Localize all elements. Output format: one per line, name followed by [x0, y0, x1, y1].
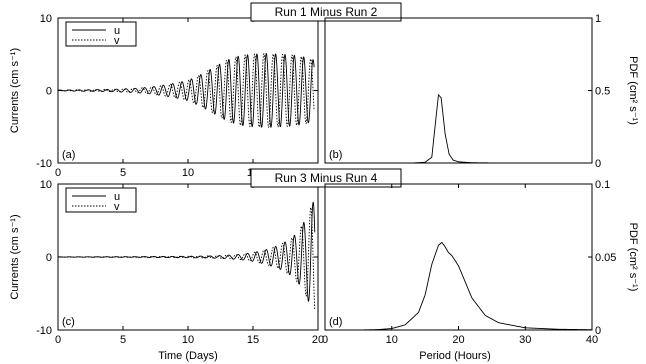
y-tick-label: 0 [46, 252, 52, 264]
y-tick-label: 0.5 [595, 86, 610, 98]
y-tick-label: 0.05 [595, 252, 616, 264]
y-tick-label: -10 [36, 158, 52, 170]
series-line-pdf [325, 93, 592, 164]
chart-title: Run 3 Minus Run 4 [275, 171, 378, 185]
y-tick-label: 0.1 [595, 179, 610, 191]
axes-frame [324, 183, 593, 331]
y-axis-label: Currents (cm s⁻¹) [9, 214, 21, 299]
series-line-u [57, 201, 316, 302]
x-tick-label: 5 [120, 167, 126, 179]
y-tick-label: 0 [595, 158, 601, 170]
series-line-v [58, 53, 315, 128]
x-tick-label: 10 [182, 334, 194, 346]
legend-label: u [114, 25, 120, 37]
y-tick-label: -10 [36, 325, 52, 337]
x-axis-label-time: Time (Days) [158, 350, 217, 362]
y-tick-label: 10 [40, 179, 52, 191]
y-tick-label: 0 [46, 86, 52, 98]
panel-label: (b) [329, 149, 342, 161]
x-tick-label: 40 [586, 334, 598, 346]
legend-box [65, 21, 137, 47]
x-tick-label: 15 [247, 334, 259, 346]
panel-label: (d) [329, 316, 342, 328]
series-line-u [57, 52, 315, 128]
y-tick-label: 1 [595, 13, 601, 25]
chart-title: Run 1 Minus Run 2 [275, 5, 378, 19]
legend-box [65, 187, 137, 213]
panel-b: 0 0.5 1 PDF (cm² s⁻¹) (b) [324, 13, 639, 170]
legend-label: v [114, 35, 120, 47]
y-axis-label: PDF (cm² s⁻¹) [627, 56, 639, 125]
x-tick-label: 20 [452, 334, 464, 346]
panel-d: 0 0.05 0.1 0 10 20 30 40 PDF (cm² s⁻¹) (d) [322, 179, 639, 346]
x-tick-label: 0 [55, 167, 61, 179]
x-tick-label: 0 [55, 334, 61, 346]
legend-label: v [114, 201, 120, 213]
series-line-pdf [358, 241, 593, 331]
y-tick-label: 0 [595, 325, 601, 337]
x-axis-label-period: Period (Hours) [419, 350, 491, 362]
panel-label: (a) [62, 149, 75, 161]
y-axis-label: PDF (cm² s⁻¹) [627, 223, 639, 292]
y-tick-label: 10 [40, 13, 52, 25]
x-tick-label: 0 [322, 334, 328, 346]
title-box [250, 168, 402, 188]
x-tick-label: 5 [120, 334, 126, 346]
series-line-v [58, 207, 316, 310]
x-tick-label: 20 [312, 334, 324, 346]
x-tick-label: 10 [386, 334, 398, 346]
title-box [250, 2, 402, 22]
x-tick-label: 30 [519, 334, 531, 346]
x-tick-label: 10 [182, 167, 194, 179]
legend-label: u [114, 191, 120, 203]
panel-label: (c) [62, 316, 75, 328]
pdf-panels: 0 0.5 1 PDF (cm² s⁻¹) (b) 0 0.05 0.1 0 10 20 30 40 PD… [322, 13, 639, 346]
y-axis-label: Currents (cm s⁻¹) [9, 48, 21, 133]
axes-frame [324, 17, 593, 164]
